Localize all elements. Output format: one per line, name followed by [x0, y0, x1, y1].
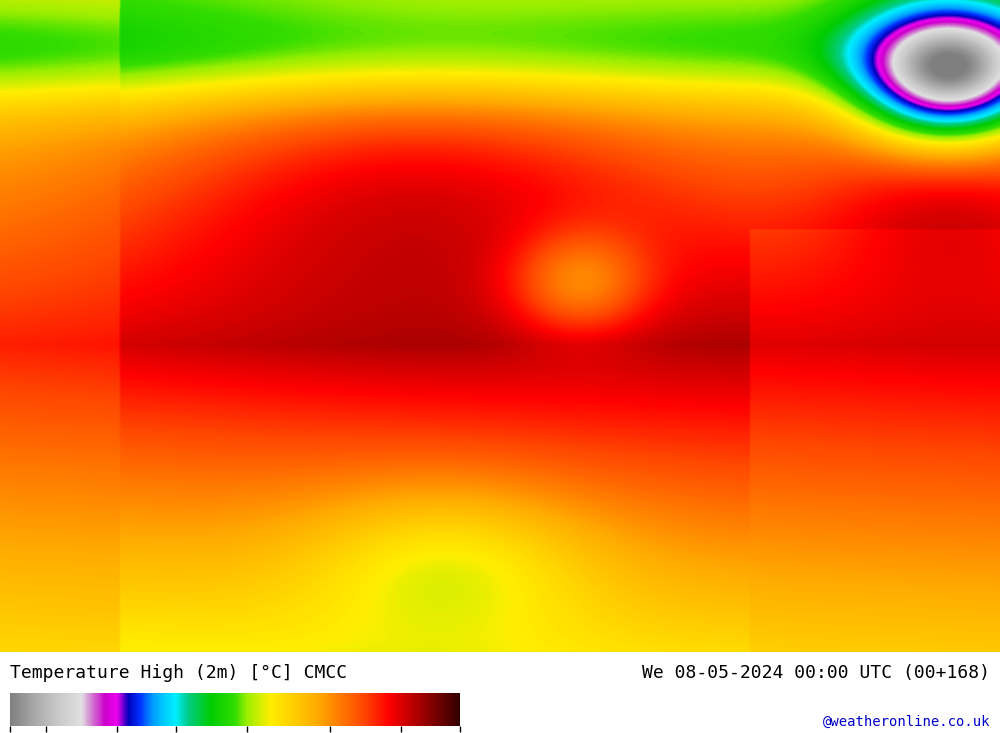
- Text: Temperature High (2m) [°C] CMCC: Temperature High (2m) [°C] CMCC: [10, 664, 347, 682]
- Text: @weatheronline.co.uk: @weatheronline.co.uk: [822, 715, 990, 729]
- Text: We 08-05-2024 00:00 UTC (00+168): We 08-05-2024 00:00 UTC (00+168): [642, 664, 990, 682]
